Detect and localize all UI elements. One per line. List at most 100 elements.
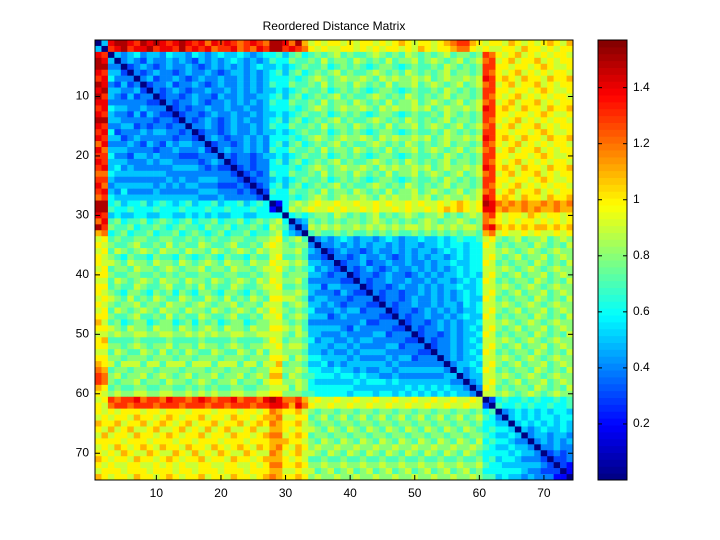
heatmap-cell <box>204 99 212 106</box>
heatmap-cell <box>282 372 290 380</box>
heatmap-cell <box>489 361 496 368</box>
heatmap-cell <box>476 242 483 249</box>
heatmap-cell <box>314 331 322 338</box>
heatmap-cell <box>527 164 535 172</box>
heatmap-cell <box>295 40 303 47</box>
heatmap-cell <box>269 343 277 350</box>
heatmap-cell <box>385 200 393 207</box>
heatmap-cell <box>146 206 154 213</box>
heatmap-cell <box>482 248 490 255</box>
heatmap-cell <box>198 343 206 350</box>
heatmap-cell <box>120 99 128 106</box>
heatmap-cell <box>262 164 270 172</box>
heatmap-cell <box>133 75 141 82</box>
heatmap-cell <box>295 141 303 148</box>
heatmap-cell <box>185 135 193 142</box>
heatmap-cell <box>540 307 548 314</box>
heatmap-cell <box>450 57 458 65</box>
heatmap-cell <box>540 105 548 112</box>
heatmap-cell <box>553 301 561 308</box>
heatmap-cell <box>262 45 270 53</box>
heatmap-cell <box>217 265 225 273</box>
heatmap-cell <box>95 75 102 82</box>
heatmap-cell <box>262 319 270 326</box>
heatmap-cell <box>456 426 464 433</box>
heatmap-cell <box>153 295 160 302</box>
heatmap-cell <box>120 224 128 231</box>
heatmap-cell <box>372 212 380 219</box>
heatmap-cell <box>456 170 464 178</box>
heatmap-cell <box>327 260 335 267</box>
heatmap-cell <box>127 420 135 427</box>
heatmap-cell <box>211 361 219 368</box>
heatmap-cell <box>437 289 445 296</box>
heatmap-cell <box>269 402 277 409</box>
heatmap-cell <box>314 224 322 231</box>
heatmap-cell <box>101 319 109 326</box>
heatmap-cell <box>346 176 354 184</box>
heatmap-cell <box>288 260 296 267</box>
heatmap-cell <box>501 212 509 219</box>
heatmap-cell <box>262 69 270 76</box>
heatmap-cell <box>482 390 490 398</box>
heatmap-cell <box>153 414 160 421</box>
heatmap-cell <box>334 254 341 261</box>
heatmap-cell <box>405 105 412 112</box>
heatmap-cell <box>178 248 186 255</box>
heatmap-cell <box>127 111 135 118</box>
heatmap-cell <box>372 355 380 362</box>
heatmap-cell <box>334 349 341 356</box>
heatmap-cell <box>185 75 193 82</box>
heatmap-cell <box>262 188 270 195</box>
heatmap-cell <box>230 206 238 213</box>
heatmap-cell <box>204 170 212 178</box>
heatmap-cell <box>120 200 128 207</box>
heatmap-cell <box>372 117 380 124</box>
heatmap-cell <box>314 141 322 148</box>
heatmap-cell <box>353 355 361 362</box>
heatmap-cell <box>437 194 445 201</box>
heatmap-cell <box>159 164 167 172</box>
heatmap-cell <box>372 182 380 189</box>
heatmap-cell <box>275 277 283 285</box>
heatmap-cell <box>411 218 419 225</box>
heatmap-cell <box>295 75 303 82</box>
heatmap-cell <box>443 57 451 65</box>
heatmap-cell <box>308 176 315 184</box>
heatmap-cell <box>172 265 180 273</box>
heatmap-cell <box>166 414 173 421</box>
heatmap-cell <box>230 313 238 320</box>
heatmap-cell <box>372 301 380 308</box>
heatmap-cell <box>146 182 154 189</box>
heatmap-cell <box>262 260 270 267</box>
heatmap-cell <box>107 349 115 356</box>
heatmap-cell <box>385 182 393 189</box>
heatmap-cell <box>224 141 231 148</box>
heatmap-cell <box>230 367 238 374</box>
heatmap-cell <box>392 69 399 76</box>
heatmap-cell <box>101 141 109 148</box>
heatmap-cell <box>114 117 122 124</box>
heatmap-cell <box>133 129 141 136</box>
heatmap-cell <box>295 87 303 94</box>
heatmap-cell <box>159 372 167 380</box>
heatmap-cell <box>204 236 212 243</box>
heatmap-cell <box>456 355 464 362</box>
heatmap-cell <box>243 212 251 219</box>
heatmap-cell <box>456 325 464 332</box>
heatmap-cell <box>243 40 251 47</box>
heatmap-cell <box>327 307 335 314</box>
heatmap-cell <box>521 331 529 338</box>
heatmap-cell <box>437 218 445 225</box>
heatmap-cell <box>437 277 445 285</box>
heatmap-cell <box>269 152 277 160</box>
heatmap-cell <box>127 343 135 350</box>
heatmap-cell <box>172 384 180 392</box>
heatmap-cell <box>308 200 315 207</box>
heatmap-cell <box>295 426 303 433</box>
heatmap-cell <box>379 367 386 374</box>
heatmap-cell <box>430 75 438 82</box>
heatmap-cell <box>534 158 542 166</box>
heatmap-cell <box>211 349 219 356</box>
heatmap-cell <box>146 87 154 94</box>
